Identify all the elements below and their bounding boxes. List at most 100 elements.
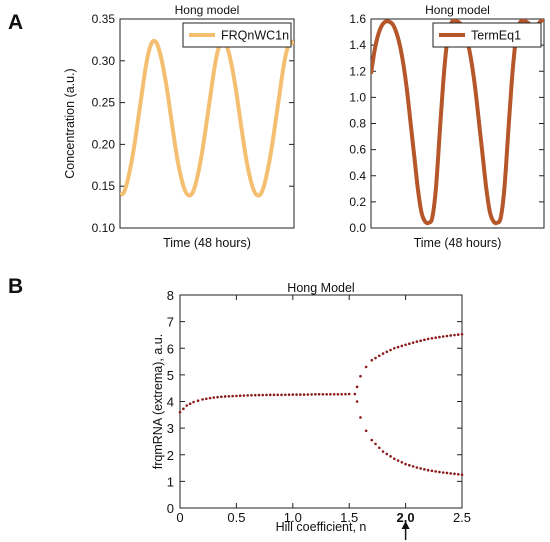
- data-point-interp: [261, 393, 265, 397]
- y-tick-label: 0.30: [92, 54, 116, 68]
- data-point: [415, 466, 419, 469]
- y-tick-label: 0: [167, 501, 174, 516]
- data-point: [460, 473, 464, 477]
- x-axis-label: Time (48 hours): [414, 236, 502, 250]
- x-tick-label: 0: [176, 510, 183, 525]
- data-point: [185, 404, 189, 407]
- x-tick-label: 1.0: [284, 510, 302, 525]
- data-point-interp: [377, 354, 381, 358]
- data-point-interp: [408, 342, 411, 346]
- y-tick-label: 8: [167, 288, 174, 303]
- data-point: [359, 374, 362, 378]
- y-tick-label: 3: [167, 421, 174, 436]
- data-point-interp: [456, 472, 460, 476]
- data-point: [449, 334, 453, 337]
- data-point-interp: [423, 338, 426, 342]
- data-point-interp: [453, 472, 456, 476]
- data-point: [280, 393, 283, 397]
- y-tick-label: 0.6: [349, 143, 366, 157]
- data-point-interp: [411, 465, 415, 468]
- data-point: [381, 450, 385, 453]
- y-tick-label: 1.2: [349, 64, 366, 78]
- data-point-interp: [295, 393, 298, 396]
- data-point-interp: [332, 393, 336, 396]
- data-point: [325, 393, 328, 396]
- data-point-interp: [227, 394, 231, 398]
- data-point-interp: [216, 395, 219, 399]
- data-point: [201, 398, 204, 401]
- legend-label: TermEq1: [471, 29, 521, 43]
- data-point-interp: [329, 393, 332, 396]
- y-tick-label: 0.15: [92, 179, 116, 193]
- data-point-interp: [182, 407, 185, 411]
- data-point-interp: [389, 348, 392, 352]
- data-point: [314, 393, 317, 396]
- data-point-interp: [400, 344, 404, 348]
- data-point-interp: [310, 393, 313, 396]
- x-axis-label: Time (48 hours): [163, 236, 251, 250]
- data-point-interp: [441, 471, 445, 474]
- data-point-interp: [396, 459, 400, 462]
- data-point: [426, 337, 430, 341]
- data-point: [404, 462, 407, 466]
- chart-title: Hong model: [175, 3, 240, 17]
- data-point-interp: [253, 393, 257, 397]
- y-tick-label: 2: [167, 448, 174, 463]
- data-point-interp: [340, 392, 343, 396]
- data-point-interp: [400, 460, 404, 464]
- x-tick-label: 1.5: [340, 510, 358, 525]
- data-point-interp: [306, 393, 310, 396]
- panel-label-b: B: [8, 275, 23, 298]
- y-axis-label: Concentration (a.u.): [63, 68, 77, 178]
- data-point: [353, 392, 357, 396]
- data-point-interp: [231, 394, 234, 398]
- data-point: [235, 394, 238, 398]
- y-tick-label: 1.0: [349, 90, 366, 104]
- data-point: [212, 396, 216, 399]
- data-point-interp: [250, 393, 253, 397]
- legend-label: FRQnWC1n: [221, 29, 289, 43]
- data-point: [268, 393, 272, 397]
- chart-a-left: 0.10 0.15 0.20 0.25 0.30 0.35 Hong model Time (…: [63, 3, 295, 250]
- y-tick-label: 0.0: [349, 221, 366, 235]
- data-point: [370, 438, 374, 442]
- series-line: [120, 38, 294, 198]
- y-tick-label: 5: [167, 368, 174, 383]
- y-tick-label: 0.25: [92, 96, 116, 110]
- data-point: [393, 457, 396, 461]
- y-tick-label: 1: [167, 474, 174, 489]
- data-point: [460, 332, 464, 336]
- data-point: [347, 392, 351, 396]
- data-point-interp: [385, 350, 389, 354]
- data-point-interp: [434, 336, 437, 339]
- data-point-interp: [419, 339, 422, 343]
- data-point-interp: [283, 393, 287, 397]
- y-tick-label: 1.6: [349, 12, 366, 26]
- x-tick-label: 2.5: [453, 510, 471, 525]
- data-point-interp: [299, 393, 302, 396]
- plot-frame: [119, 18, 295, 229]
- data-point-interp: [411, 341, 415, 344]
- data-point: [192, 400, 195, 404]
- data-point: [336, 393, 340, 396]
- data-point-interp: [220, 395, 223, 399]
- x-axis-label: Hill coefficient, n: [276, 520, 367, 534]
- data-point: [404, 343, 407, 347]
- data-point-interp: [374, 442, 377, 446]
- data-point-interp: [445, 334, 449, 338]
- chart-title: Hong Model: [287, 281, 354, 295]
- data-point-interp: [188, 402, 192, 406]
- data-point-interp: [396, 345, 400, 349]
- y-tick-label: 7: [167, 315, 174, 330]
- data-point-interp: [408, 463, 411, 467]
- data-point-interp: [265, 393, 268, 397]
- data-point: [257, 393, 261, 397]
- data-point: [393, 346, 396, 350]
- data-point-interp: [317, 393, 321, 396]
- y-tick-label: 6: [167, 341, 174, 356]
- x-tick-label: 0.5: [227, 510, 245, 525]
- data-point: [355, 385, 359, 389]
- data-point-interp: [430, 469, 434, 473]
- data-point-interp: [287, 393, 291, 396]
